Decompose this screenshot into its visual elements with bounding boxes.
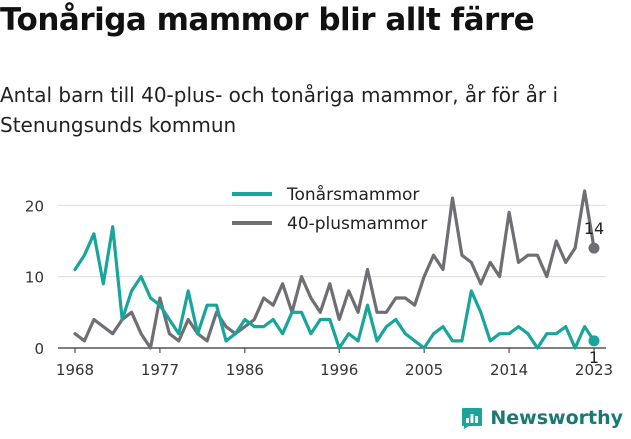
y-tick-label: 20 xyxy=(25,197,44,215)
series-end-label: 14 xyxy=(584,219,604,238)
series-end-point xyxy=(588,242,600,254)
x-tick-label: 2023 xyxy=(575,361,613,379)
series-line-tonårsmammor xyxy=(73,225,596,350)
x-tick-label: 1968 xyxy=(56,361,94,379)
series-end-point xyxy=(588,335,600,347)
x-tick-label: 1986 xyxy=(226,361,264,379)
brand-name: Newsworthy xyxy=(490,407,623,429)
chart-subtitle: Antal barn till 40-plus- och tonåriga ma… xyxy=(0,83,559,137)
x-tick-label: 1977 xyxy=(141,361,179,379)
legend-label: Tonårsmammor xyxy=(286,184,419,205)
x-tick-label: 2014 xyxy=(490,361,528,379)
y-tick-label: 10 xyxy=(25,269,44,287)
legend-label: 40-plusmammor xyxy=(287,214,427,234)
series-line-40-plusmammor xyxy=(73,189,596,350)
x-tick-label: 2005 xyxy=(405,361,443,379)
newsworthy-logo-icon xyxy=(462,408,483,429)
chart-title: Tonåriga mammor blir allt färre xyxy=(0,2,535,38)
series-end-label: 1 xyxy=(589,348,599,367)
x-tick-label: 1996 xyxy=(320,361,358,379)
brand-logo: Newsworthy xyxy=(460,406,623,430)
y-tick-label: 0 xyxy=(34,340,44,358)
